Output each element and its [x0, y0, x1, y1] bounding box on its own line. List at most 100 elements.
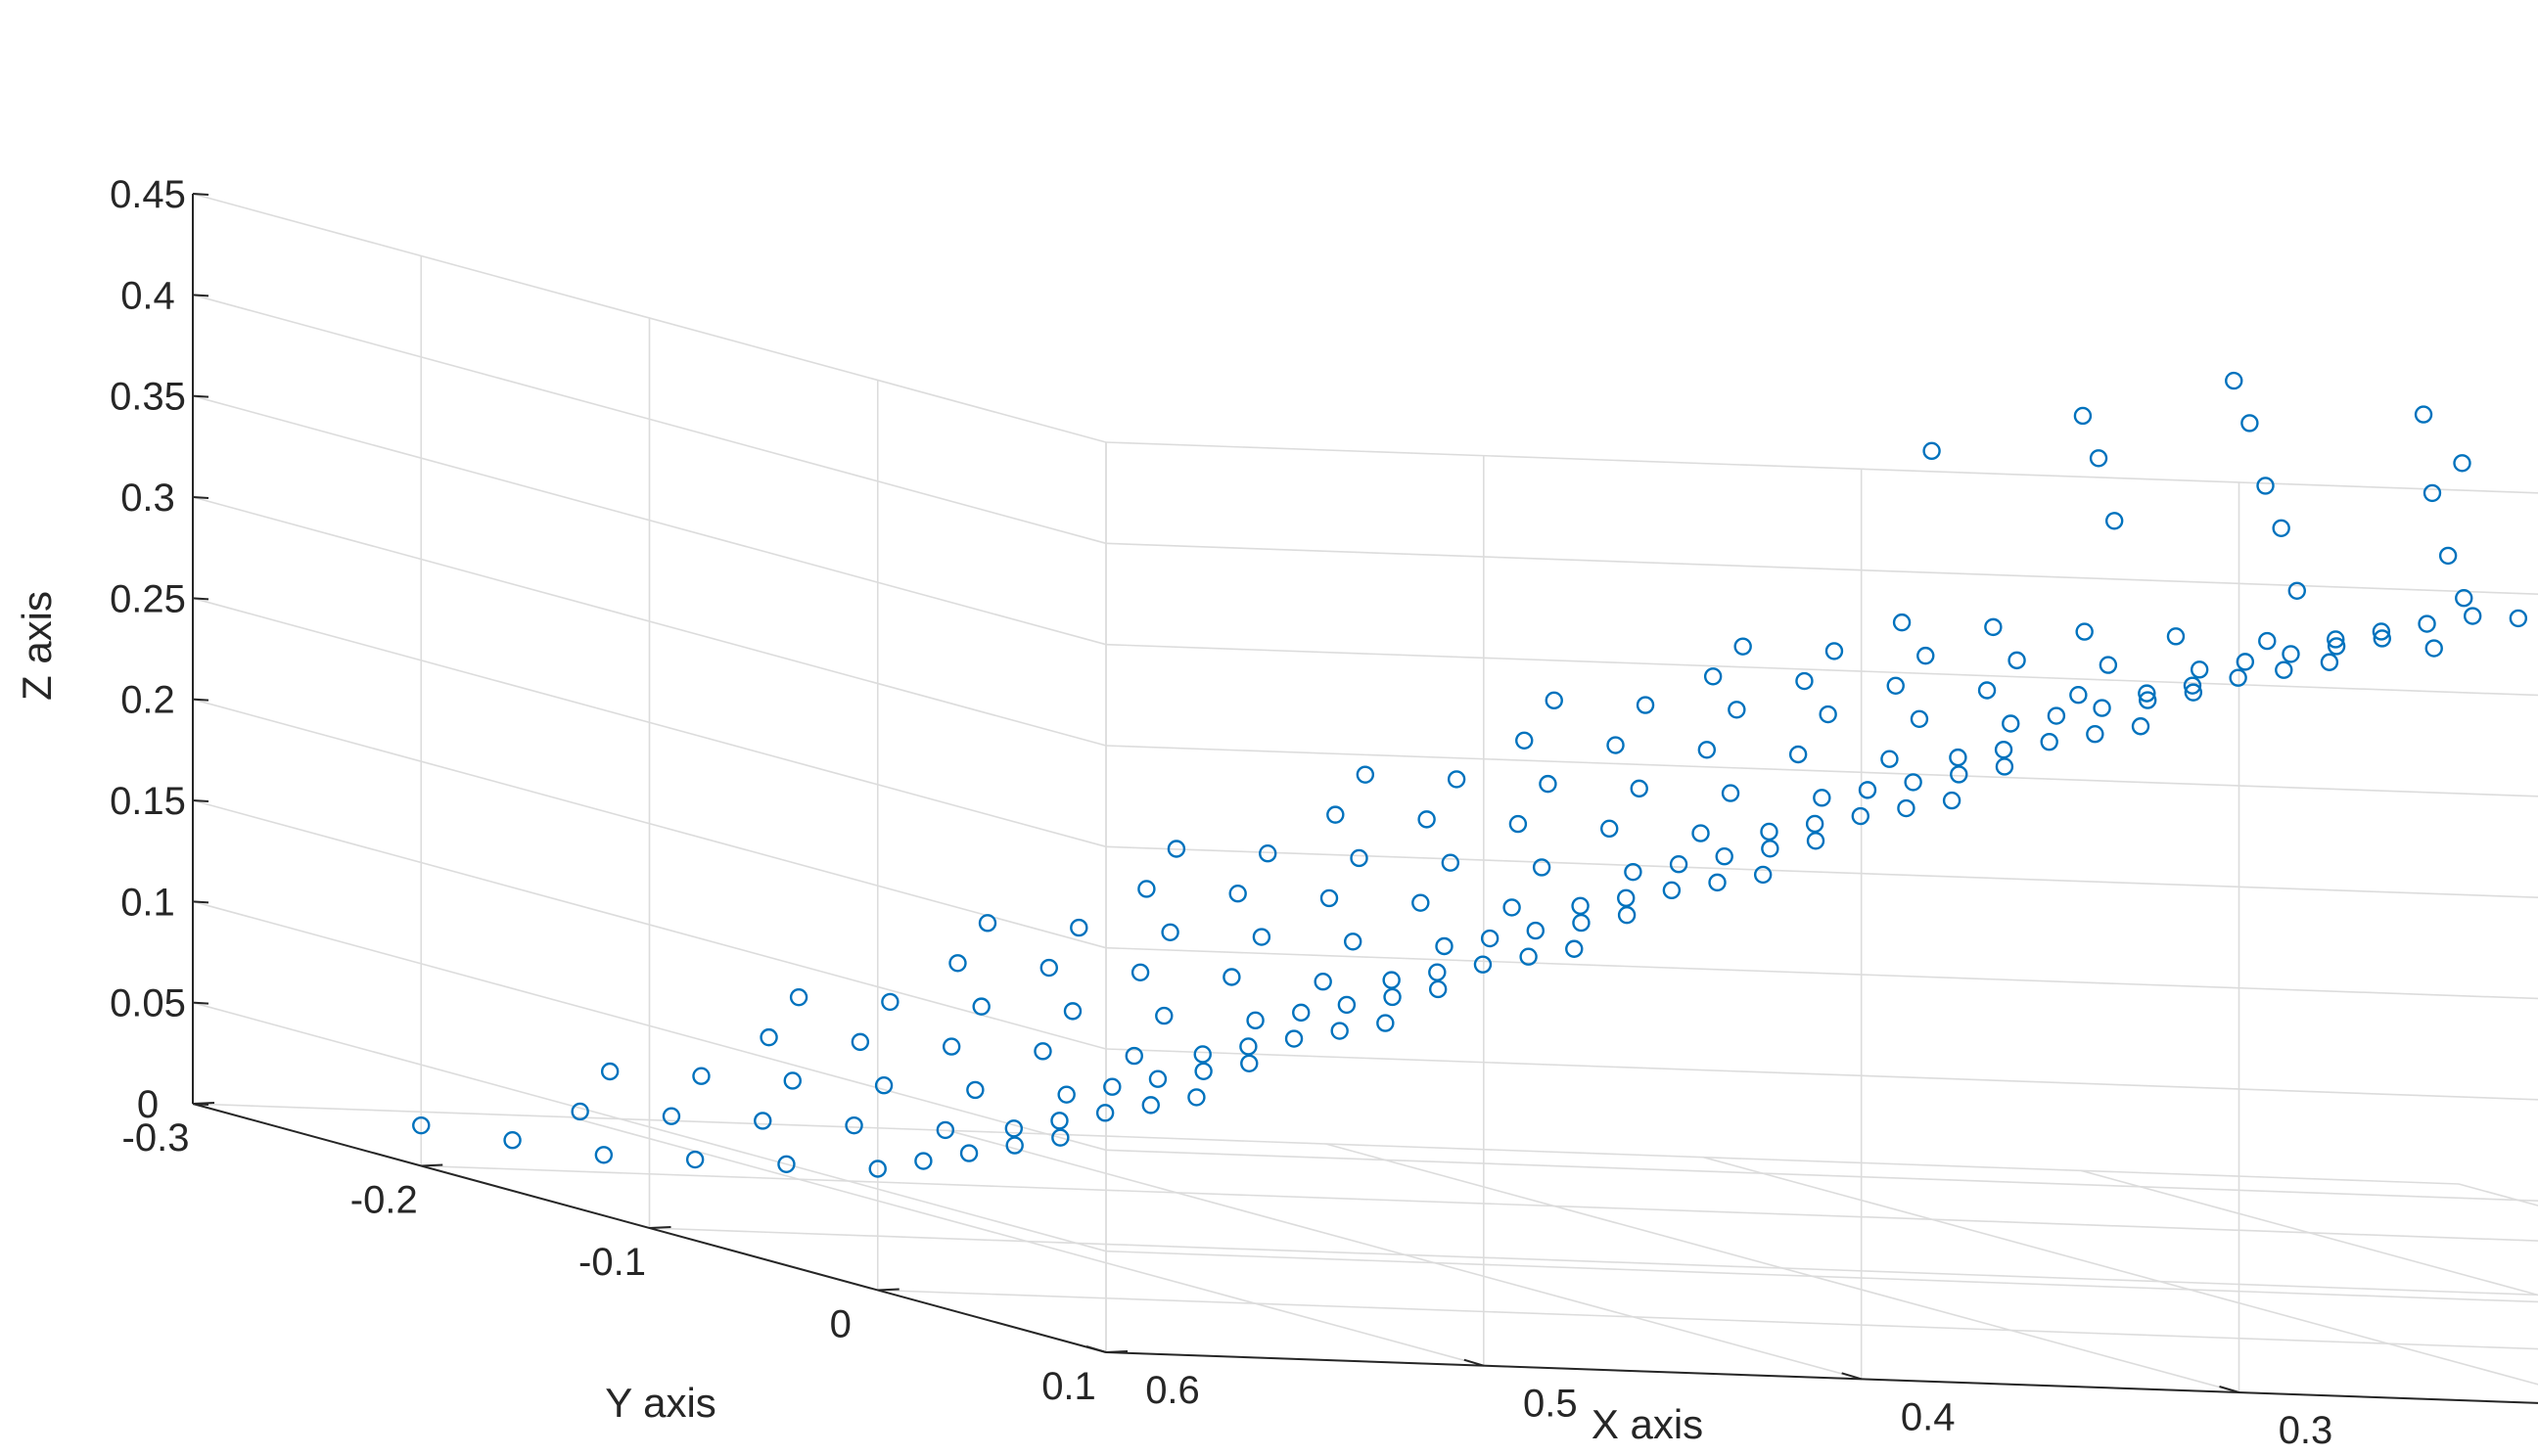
scatter-point: [685, 1150, 705, 1169]
scatter-point: [1858, 781, 1877, 799]
scatter-point: [2327, 637, 2346, 656]
scatter-point: [760, 1027, 778, 1047]
scatter-point: [1703, 667, 1723, 686]
scatter-point: [1314, 973, 1332, 991]
scatter-point: [1350, 848, 1368, 868]
z-axis-label: Z axis: [14, 591, 60, 701]
z-tick-label: 0.35: [110, 376, 186, 419]
scatter-point: [2184, 683, 2203, 702]
z-tick-mark: [192, 900, 209, 904]
back-wall-grid-line: [1105, 946, 2538, 1000]
side-wall-grid-line: [192, 394, 1107, 646]
scatter-point: [2138, 691, 2157, 709]
scatter-point: [789, 987, 808, 1007]
scatter-point: [2093, 699, 2111, 717]
scatter-point: [1994, 740, 2013, 759]
scatter-point: [1572, 913, 1591, 933]
scatter-point: [1004, 1119, 1024, 1138]
scatter-point: [1039, 958, 1058, 978]
scatter-point: [2104, 512, 2124, 530]
scatter-point: [1519, 947, 1538, 966]
scatter-point: [1697, 741, 1717, 759]
back-wall-grid-line: [1105, 1250, 2538, 1303]
y-tick-label: 0: [830, 1303, 852, 1346]
floor-grid-line: [421, 1164, 2538, 1242]
scatter-point: [1949, 748, 1967, 767]
z-tick-label: 0.1: [120, 881, 175, 924]
scatter-point: [1292, 1003, 1311, 1023]
scatter-point: [1070, 918, 1088, 937]
scatter-point: [1942, 791, 1961, 810]
scatter-point: [2327, 630, 2345, 649]
scatter-point: [1050, 1112, 1069, 1130]
scatter-point: [1137, 880, 1156, 898]
scatter-point: [2236, 653, 2255, 671]
scatter-point: [1131, 963, 1150, 981]
scatter-point: [1435, 936, 1454, 956]
axes-layer: [192, 193, 2538, 1404]
scatter-point: [1337, 995, 1357, 1015]
scatter-point: [1223, 968, 1241, 986]
scatter-point: [2424, 639, 2443, 658]
scatter-point: [1502, 898, 1521, 917]
scatter-point: [914, 1152, 933, 1170]
scatter-point: [1441, 853, 1460, 872]
scatter-point: [1526, 921, 1546, 940]
scatter-point: [1691, 824, 1710, 842]
x-tick-mark: [2219, 1386, 2239, 1393]
scatter-point: [1125, 1046, 1143, 1066]
scatter-point: [845, 1115, 863, 1135]
scatter-point: [1428, 979, 1448, 999]
scatter-point: [2509, 609, 2528, 628]
scatter-point: [2099, 656, 2118, 674]
z-tick-mark: [192, 193, 209, 196]
points-layer: [412, 371, 2528, 1178]
scatter-point: [2073, 406, 2093, 426]
labels-layer: 0 0.05 0.1 0.15 0.2 0.25 0.3 0.35 0.4 0.45 -0.3 -0.…: [110, 173, 2332, 1452]
scatter-point: [594, 1146, 614, 1164]
scatter-point: [1819, 705, 1837, 724]
scatter-point: [1141, 1096, 1160, 1115]
scatter-point: [1795, 671, 1814, 691]
side-wall-grid-line: [192, 698, 1107, 949]
scatter-point: [1662, 881, 1682, 900]
y-tick-label: -0.3: [122, 1116, 190, 1160]
scatter-point: [600, 1062, 620, 1081]
y-tick-label: -0.1: [578, 1241, 646, 1284]
scatter-point: [2190, 660, 2209, 679]
side-wall-grid-line: [192, 193, 1107, 443]
scatter-point: [777, 1155, 796, 1173]
scatter-point: [1284, 1029, 1304, 1048]
y-tick-mark: [192, 1102, 215, 1105]
scatter-point: [2256, 477, 2275, 495]
scatter-point: [1246, 1011, 1265, 1030]
z-tick-label: 0.45: [110, 173, 186, 216]
scatter-point: [1343, 933, 1362, 951]
z-tick-mark: [192, 1001, 209, 1005]
scatter-point: [754, 1112, 772, 1130]
x-tick-mark: [1463, 1358, 1485, 1367]
scatter-point: [1760, 822, 1778, 842]
scatter-point: [571, 1102, 589, 1121]
z-tick-label: 0.3: [120, 477, 175, 520]
scatter-point: [874, 1075, 894, 1095]
scatter-point: [1428, 963, 1447, 981]
scatter-point: [1155, 1006, 1174, 1025]
scatter-point: [936, 1120, 955, 1140]
scatter-point: [692, 1067, 711, 1085]
scatter-point: [948, 954, 967, 973]
scatter-point: [2075, 622, 2094, 641]
x-axis-label: X axis: [1592, 1401, 1703, 1447]
scatter-point: [978, 914, 997, 933]
scatter-point: [1515, 731, 1534, 750]
side-wall-grid-line: [192, 597, 1107, 848]
y-tick-mark: [877, 1288, 900, 1292]
scatter-point: [2373, 629, 2391, 648]
scatter-point: [1252, 928, 1271, 946]
scatter-point: [2287, 581, 2306, 600]
scatter-point: [1617, 888, 1636, 908]
scatter-point: [1539, 774, 1557, 794]
scatter-point: [1851, 806, 1869, 826]
scatter-point: [1167, 840, 1186, 858]
scatter-point: [2002, 714, 2020, 733]
